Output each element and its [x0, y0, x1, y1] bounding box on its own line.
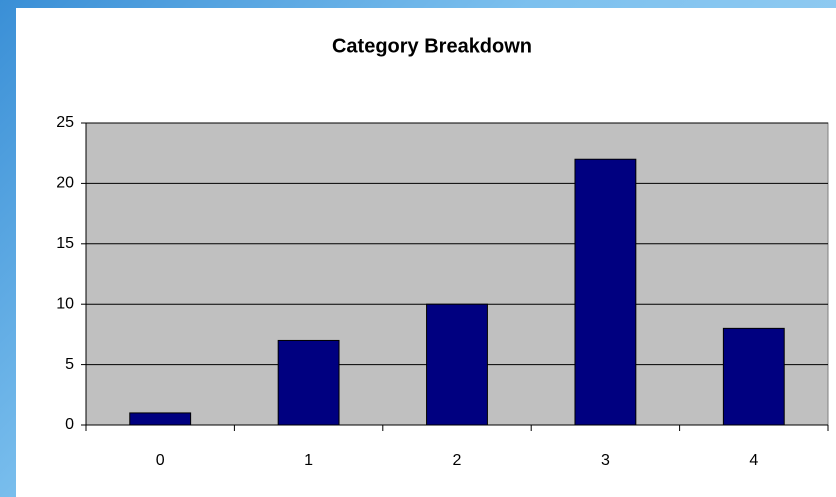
y-tick-label: 5: [65, 356, 74, 373]
y-tick-label: 10: [56, 295, 74, 312]
bar: [277, 339, 340, 426]
y-tick-label: 20: [56, 175, 74, 192]
x-tick-label: 1: [304, 452, 313, 469]
chart-title: Category Breakdown: [332, 35, 532, 57]
y-tick-label: 15: [56, 235, 74, 252]
y-tick-label: 25: [56, 114, 74, 131]
x-tick-label: 4: [749, 452, 758, 469]
bar: [426, 303, 488, 426]
bar: [574, 158, 637, 426]
x-tick-label: 0: [156, 452, 165, 469]
bar: [129, 412, 192, 426]
x-tick-label: 2: [453, 452, 462, 469]
bar: [722, 327, 785, 426]
x-tick-label: 3: [601, 452, 610, 469]
y-tick-label: 0: [65, 416, 74, 433]
